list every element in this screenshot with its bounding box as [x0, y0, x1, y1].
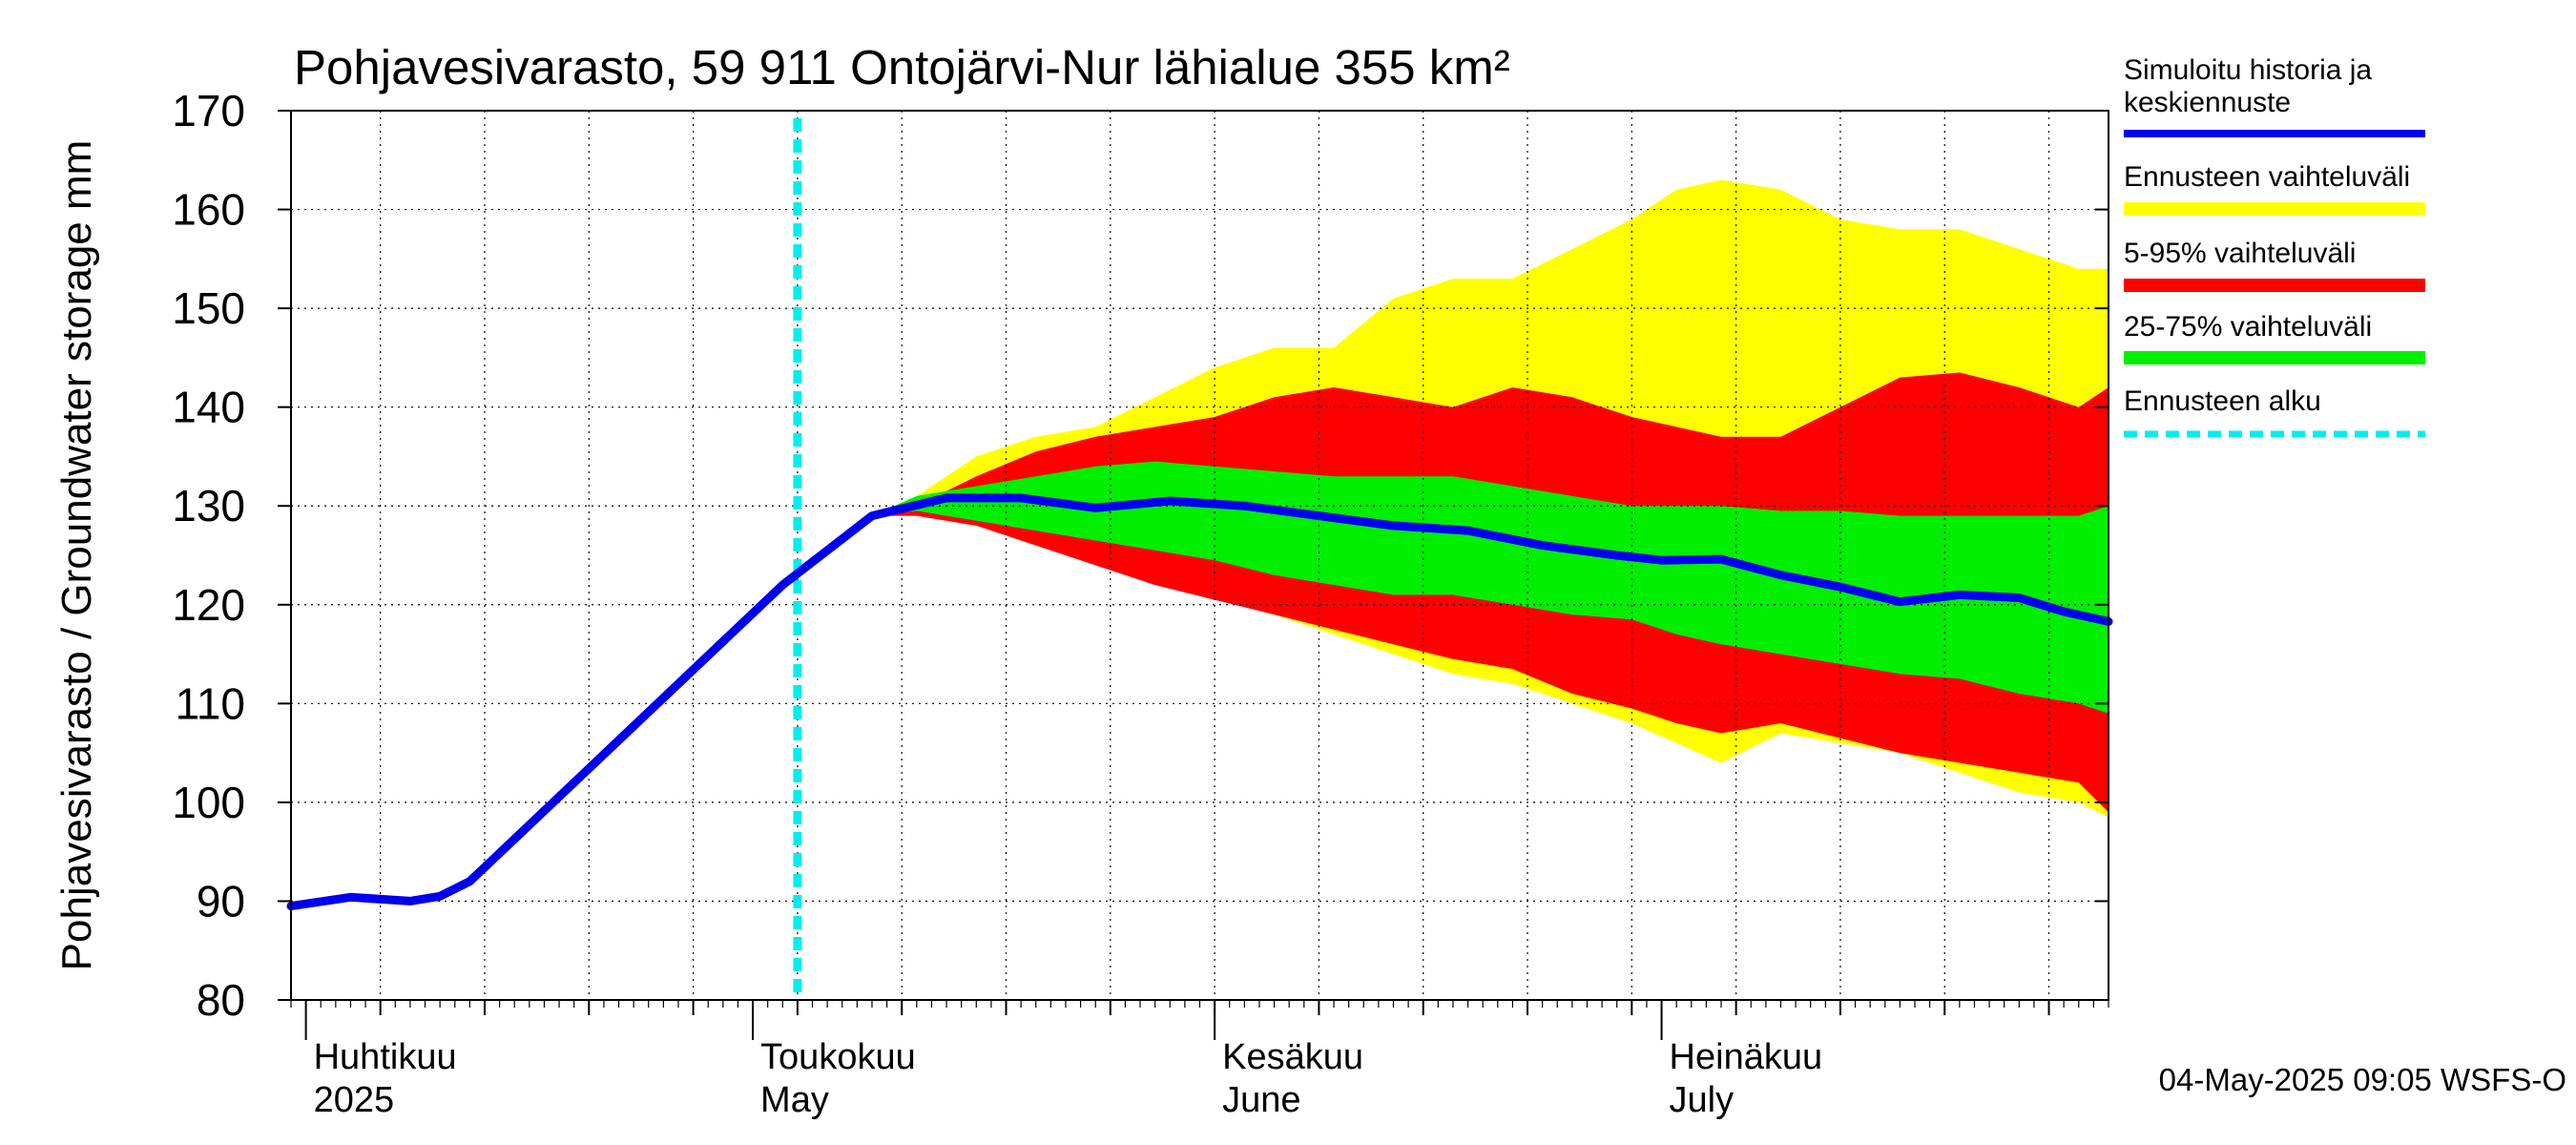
y-tick-label: 110: [176, 678, 245, 728]
legend-label: keskiennuste: [2124, 87, 2291, 118]
y-tick-label: 170: [172, 86, 245, 135]
y-tick-label: 130: [172, 481, 245, 531]
band-25-75-vaihteluv-li: [872, 461, 2109, 714]
x-axis-ticks: [290, 1000, 2109, 1040]
y-tick-label: 90: [197, 876, 245, 926]
footer-timestamp: 04-May-2025 09:05 WSFS-O: [2159, 1062, 2566, 1097]
y-tick-label: 100: [172, 778, 245, 827]
chart-title: Pohjavesivarasto, 59 911 Ontojärvi-Nur l…: [294, 40, 1510, 94]
x-month-label-en: May: [760, 1080, 829, 1120]
y-axis-label: Pohjavesivarasto / Groundwater storage m…: [53, 140, 100, 971]
x-month-label-fi: Huhtikuu: [314, 1037, 457, 1077]
x-month-label-en: July: [1670, 1080, 1735, 1120]
legend-label: Ennusteen alku: [2124, 385, 2321, 417]
mean-forecast-line: [286, 493, 2113, 911]
x-month-label-fi: Kesäkuu: [1222, 1037, 1363, 1077]
x-month-label-fi: Toukokuu: [760, 1037, 916, 1077]
y-axis: 80 90 100 110 120 130 140 150 160 170: [172, 86, 2109, 1025]
x-month-label-en: 2025: [314, 1080, 395, 1120]
forecast-bands: [872, 179, 2109, 818]
x-month-label-fi: Heinäkuu: [1670, 1037, 1823, 1077]
legend-label: Simuloitu historia ja: [2124, 54, 2372, 86]
y-tick-label: 150: [172, 283, 245, 333]
legend-label: Ennusteen vaihteluväli: [2124, 161, 2410, 193]
y-tick-label: 140: [172, 383, 245, 432]
x-month-label-en: June: [1222, 1080, 1300, 1120]
y-tick-label: 80: [197, 975, 245, 1025]
legend-label: 25-75% vaihteluväli: [2124, 311, 2372, 343]
y-tick-label: 160: [172, 185, 245, 235]
y-tick-label: 120: [172, 580, 245, 630]
mean-series: [286, 493, 2113, 911]
legend-label: 5-95% vaihteluväli: [2124, 238, 2356, 269]
